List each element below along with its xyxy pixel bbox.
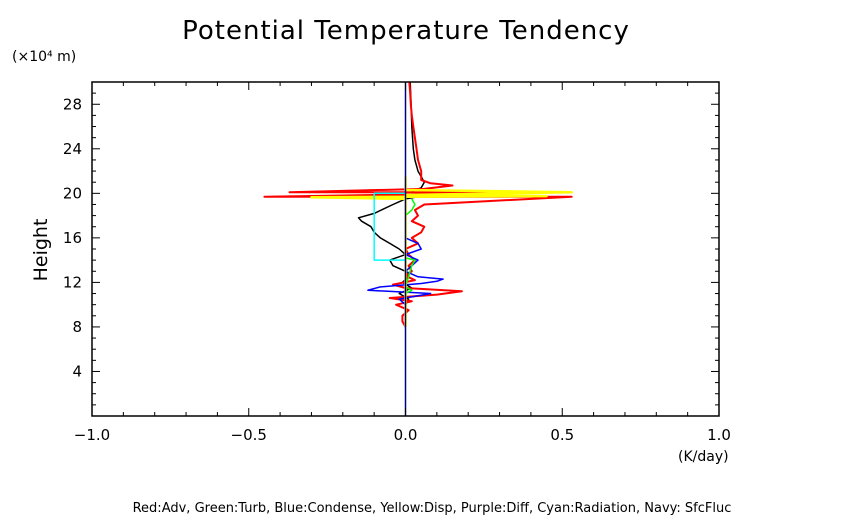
- x-tick-label: 0.0: [394, 426, 418, 444]
- series-line-3: [404, 198, 416, 295]
- x-tick-label: 1.0: [707, 426, 731, 444]
- y-tick-label: 20: [63, 184, 82, 202]
- legend-text: Red:Adv, Green:Turb, Blue:Condense, Yell…: [133, 501, 732, 516]
- series-line-5: [373, 192, 406, 261]
- y-axis-label: Height: [30, 219, 52, 282]
- x-tick-label: −1.0: [74, 426, 110, 444]
- series-layer: [263, 81, 573, 416]
- y-tick-label: 8: [72, 318, 82, 336]
- y-tick-label: 12: [63, 273, 82, 291]
- y-unit-label: (×10⁴ m): [12, 49, 76, 65]
- chart-title: Potential Temperature Tendency: [182, 16, 630, 46]
- ticks-layer: −1.0 −0.5 0.0 0.5 1.0 4 8 12 16 20 24 28: [63, 81, 731, 444]
- x-unit-label: (K/day): [678, 449, 729, 465]
- x-tick-label: −0.5: [231, 426, 267, 444]
- y-tick-label: 16: [63, 229, 82, 247]
- y-tick-label: 24: [63, 140, 82, 158]
- series-line-1: [263, 81, 573, 328]
- series-line-4: [310, 176, 573, 327]
- y-tick-label: 28: [63, 95, 82, 113]
- x-tick-label: 0.5: [550, 426, 574, 444]
- y-tick-label: 4: [72, 362, 82, 380]
- plot-frame: [91, 81, 720, 417]
- series-line-2: [367, 237, 444, 306]
